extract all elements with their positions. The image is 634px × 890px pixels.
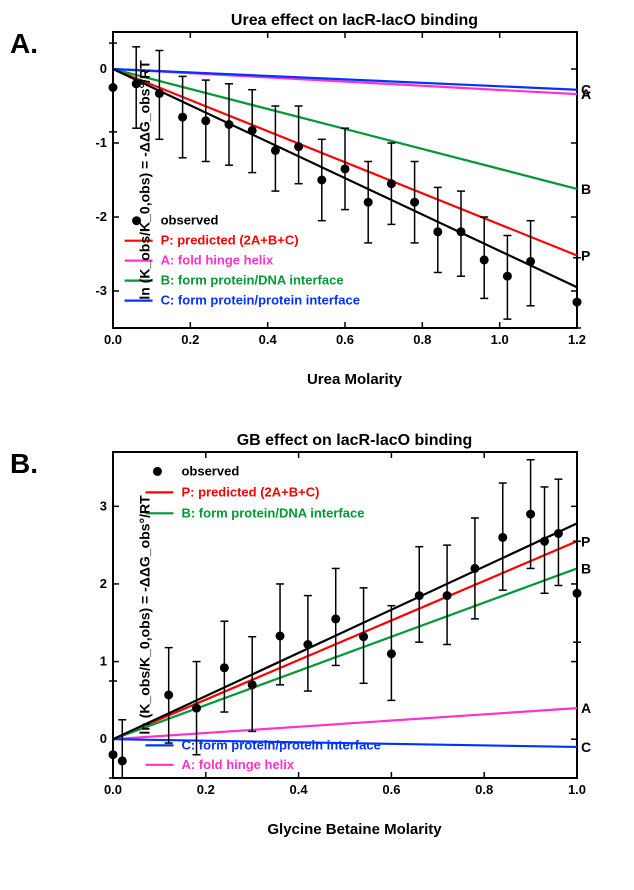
svg-text:0.4: 0.4 (259, 332, 278, 347)
svg-text:1.0: 1.0 (491, 332, 509, 347)
panel-b: B. GB effect on lacR-lacO binding ln (K_… (10, 430, 624, 860)
svg-text:P: P (581, 533, 590, 549)
svg-text:2: 2 (100, 576, 107, 591)
chart-b-container: GB effect on lacR-lacO binding ln (K_obs… (85, 430, 624, 800)
chart-b-title: GB effect on lacR-lacO binding (237, 432, 473, 450)
svg-text:0.0: 0.0 (104, 332, 122, 347)
svg-text:A: fold hinge helix: A: fold hinge helix (161, 253, 274, 268)
svg-text:B: B (581, 181, 591, 197)
panel-a-label: A. (10, 28, 38, 60)
chart-b-svg: 0.0 0.2 0.4 0.6 0.8 1.0 0 1 2 3 PB A Cobserved P: pre… (85, 430, 605, 800)
svg-text:1.2: 1.2 (568, 332, 586, 347)
svg-text:-3: -3 (95, 283, 107, 298)
chart-b-ylabel: ln (K_obs/K_0,obs) = -ΔΔG_obs°/RT (137, 495, 153, 734)
svg-text:observed: observed (181, 463, 239, 478)
svg-text:C: C (581, 739, 591, 755)
svg-text:B: B (581, 560, 591, 576)
svg-text:3: 3 (100, 498, 107, 513)
svg-text:observed: observed (161, 213, 219, 228)
svg-text:C: form protein/protein interf: C: form protein/protein interface (181, 737, 380, 752)
chart-a-title: Urea effect on lacR-lacO binding (231, 12, 478, 30)
chart-a-xlabel: Urea Molarity (307, 371, 402, 388)
svg-text:1: 1 (100, 654, 107, 669)
panel-b-label: B. (10, 448, 38, 480)
svg-text:0.8: 0.8 (413, 332, 431, 347)
svg-text:A: fold hinge helix: A: fold hinge helix (181, 757, 294, 772)
svg-text:B: form protein/DNA interface: B: form protein/DNA interface (161, 273, 344, 288)
svg-text:0.4: 0.4 (290, 782, 309, 797)
chart-a-ylabel: ln (K_obs/K_0,obs) = -ΔΔG_obs°/RT (137, 60, 153, 299)
svg-text:0.2: 0.2 (197, 782, 215, 797)
svg-text:0.0: 0.0 (104, 782, 122, 797)
svg-text:-2: -2 (95, 209, 107, 224)
svg-text:B: form protein/DNA interface: B: form protein/DNA interface (181, 505, 364, 520)
chart-b-xlabel: Glycine Betaine Molarity (267, 821, 441, 838)
chart-a-svg: 0.00.20.40.60.81.01.2-3-2-10PABCobserved… (85, 10, 605, 350)
chart-a-container: Urea effect on lacR-lacO binding ln (K_o… (85, 10, 624, 350)
svg-text:A: A (581, 700, 591, 716)
svg-text:-1: -1 (95, 135, 107, 150)
svg-text:0.2: 0.2 (181, 332, 199, 347)
svg-text:0: 0 (100, 731, 107, 746)
svg-text:0.6: 0.6 (336, 332, 354, 347)
svg-text:C: C (581, 82, 591, 98)
svg-text:0.6: 0.6 (382, 782, 400, 797)
svg-text:P: predicted (2A+B+C): P: predicted (2A+B+C) (181, 484, 319, 499)
svg-text:P: predicted (2A+B+C): P: predicted (2A+B+C) (161, 233, 299, 248)
panel-a: A. Urea effect on lacR-lacO binding ln (… (10, 10, 624, 410)
svg-text:0: 0 (100, 61, 107, 76)
svg-text:0.8: 0.8 (475, 782, 493, 797)
svg-text:C: form protein/protein interf: C: form protein/protein interface (161, 293, 360, 308)
svg-text:P: P (581, 247, 590, 263)
svg-text:1.0: 1.0 (568, 782, 586, 797)
